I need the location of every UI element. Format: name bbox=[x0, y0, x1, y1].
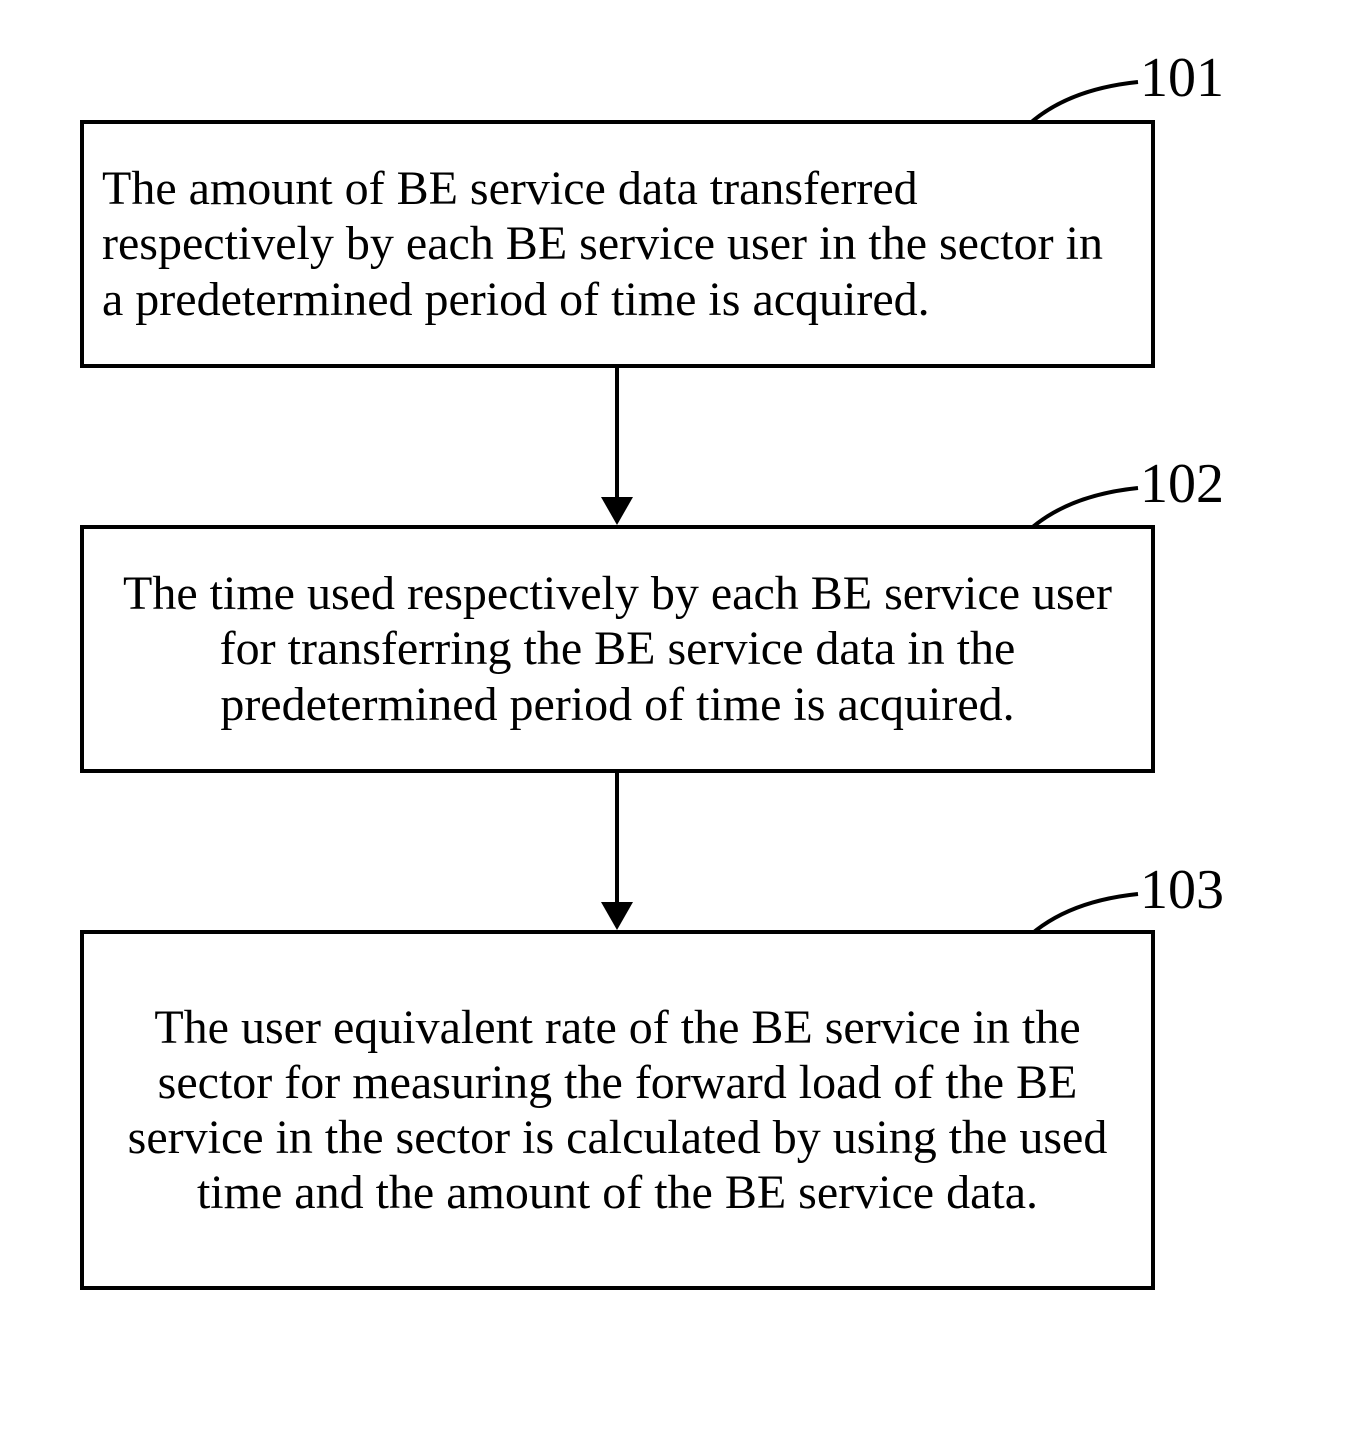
arrow-2-3 bbox=[615, 773, 619, 902]
flowchart-step-102: The time used respectively by each BE se… bbox=[80, 525, 1155, 773]
step-text: The amount of BE service data transferre… bbox=[102, 161, 1133, 327]
flowchart-canvas: 101 The amount of BE service data transf… bbox=[0, 0, 1363, 1441]
node-label-101: 101 bbox=[1140, 46, 1224, 110]
step-text: The time used respectively by each BE se… bbox=[102, 566, 1133, 732]
step-text: The user equivalent rate of the BE servi… bbox=[102, 1000, 1133, 1221]
arrow-head-2-3 bbox=[601, 902, 633, 930]
node-label-103: 103 bbox=[1140, 858, 1224, 922]
flowchart-step-103: The user equivalent rate of the BE servi… bbox=[80, 930, 1155, 1290]
node-label-102: 102 bbox=[1140, 452, 1224, 516]
flowchart-step-101: The amount of BE service data transferre… bbox=[80, 120, 1155, 368]
arrow-1-2 bbox=[615, 368, 619, 497]
arrow-head-1-2 bbox=[601, 497, 633, 525]
